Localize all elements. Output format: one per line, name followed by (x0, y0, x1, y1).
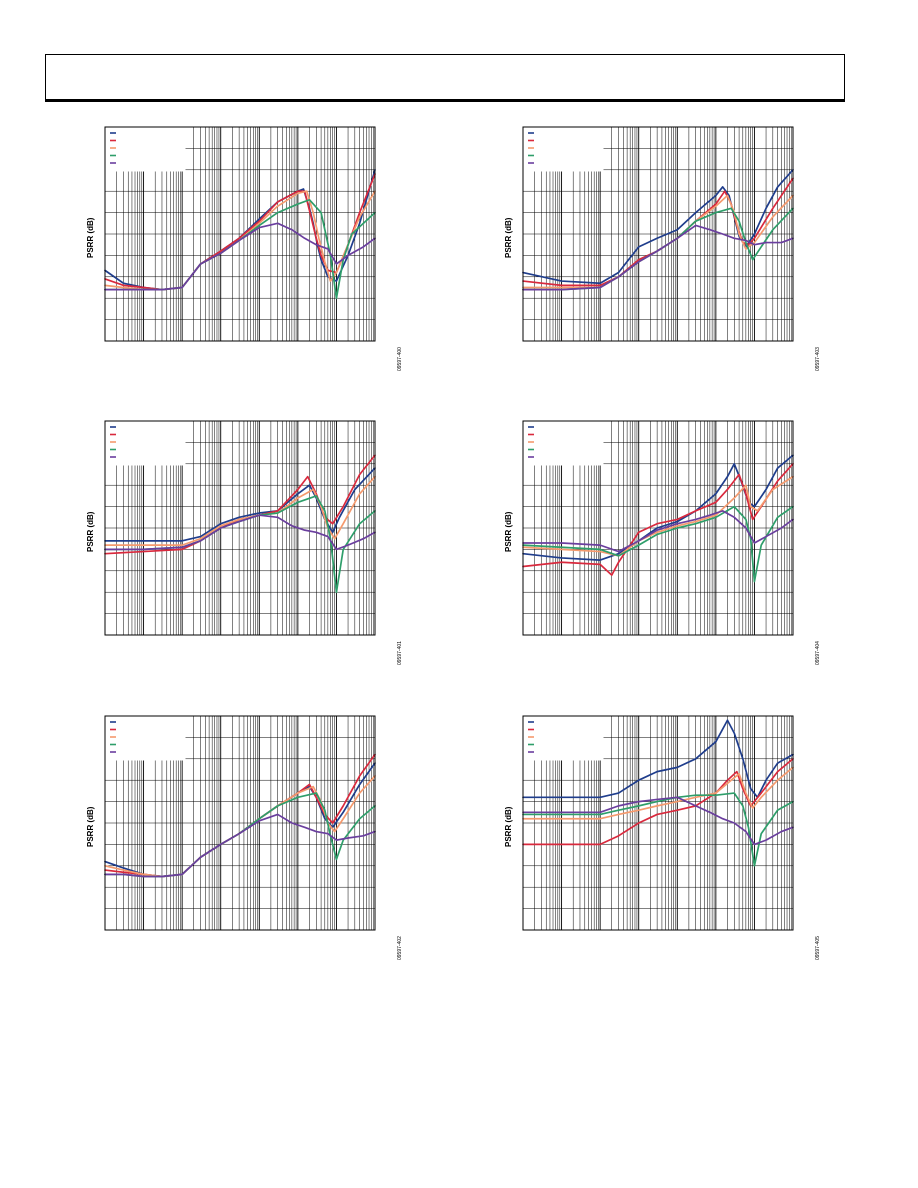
y-axis-label: PSRR (dB) (86, 806, 95, 847)
psrr-plot-svg (522, 126, 794, 342)
legend-background (105, 716, 186, 761)
figure-id: 09597-404 (815, 641, 821, 665)
series-line-5 (104, 813, 376, 878)
legend (523, 716, 604, 761)
legend (523, 421, 604, 466)
figure-id: 09597-401 (397, 641, 403, 665)
series-line-5 (522, 796, 794, 846)
plot-frame (522, 715, 794, 931)
plot-grid (522, 715, 793, 931)
psrr-plot-svg (104, 715, 376, 931)
series-line-3 (104, 475, 376, 546)
legend (105, 716, 186, 761)
series-line-2 (104, 454, 376, 555)
psrr-plot-svg (522, 420, 794, 636)
legend-background (105, 127, 186, 172)
plot-frame (104, 126, 376, 342)
series-line-5 (522, 510, 794, 553)
psrr-chart-2: PSRR (dB) 09597-403 (478, 126, 858, 387)
legend-background (523, 421, 604, 466)
series-line-2 (522, 462, 794, 576)
series-line-5 (522, 224, 794, 291)
psrr-chart-3: PSRR (dB) 09597-401 (60, 420, 440, 681)
y-axis-label: PSRR (dB) (86, 217, 95, 258)
y-axis-label: PSRR (dB) (504, 806, 513, 847)
legend (105, 127, 186, 172)
plot-frame (522, 126, 794, 342)
psrr-plot-svg (104, 126, 376, 342)
series-line-1 (522, 168, 794, 285)
legend-background (523, 716, 604, 761)
series-line-2 (522, 757, 794, 846)
y-axis-label: PSRR (dB) (504, 511, 513, 552)
legend (105, 421, 186, 466)
psrr-chart-5: PSRR (dB) 09597-402 (60, 715, 440, 976)
psrr-plot-svg (522, 715, 794, 931)
figure-id: 09597-403 (815, 347, 821, 371)
psrr-chart-4: PSRR (dB) 09597-404 (478, 420, 858, 681)
psrr-plot-svg (104, 420, 376, 636)
page-header-box (45, 54, 845, 102)
plot-frame (522, 420, 794, 636)
series-line-3 (522, 475, 794, 557)
plot-grid (522, 420, 793, 636)
legend-background (105, 421, 186, 466)
series-line-5 (104, 514, 376, 551)
figure-id: 09597-400 (397, 347, 403, 371)
figure-id: 09597-405 (815, 936, 821, 960)
legend-background (523, 127, 604, 172)
plot-frame (104, 420, 376, 636)
series-line-4 (522, 792, 794, 867)
series-line-5 (104, 222, 376, 291)
plot-frame (104, 715, 376, 931)
psrr-chart-6: PSRR (dB) 09597-405 (478, 715, 858, 976)
series-line-1 (104, 467, 376, 542)
series-line-1 (522, 719, 794, 799)
figure-id: 09597-402 (397, 936, 403, 960)
series-line-1 (522, 454, 794, 561)
y-axis-label: PSRR (dB) (86, 511, 95, 552)
y-axis-label: PSRR (dB) (504, 217, 513, 258)
series-line-4 (522, 505, 794, 583)
psrr-chart-1: PSRR (dB) 09597-400 (60, 126, 440, 387)
legend (523, 127, 604, 172)
